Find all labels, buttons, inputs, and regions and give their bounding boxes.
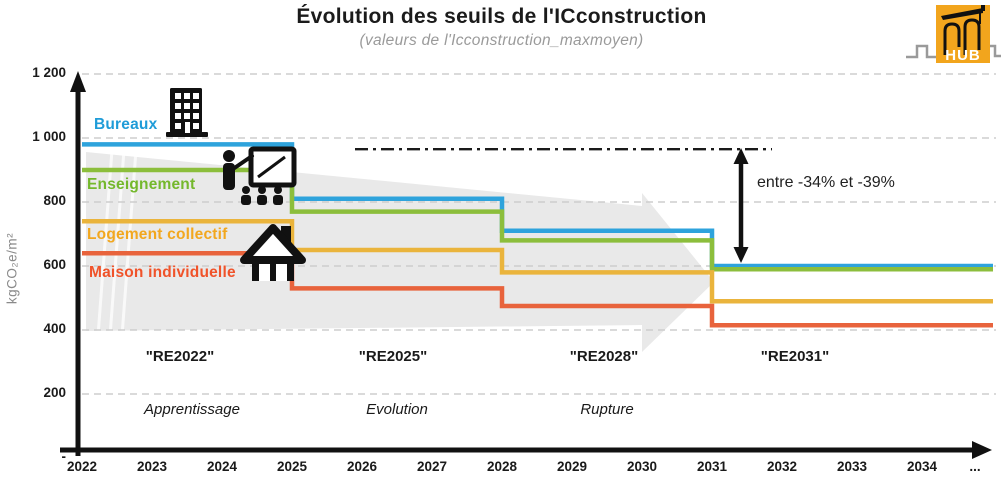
y-axis-arrowhead: [70, 71, 86, 92]
hub-logo: HUB: [906, 5, 1001, 64]
crane-tower-left: [943, 22, 961, 55]
crane-jib: [941, 8, 983, 20]
reduction-annotation: entre -34% et -39%: [757, 174, 895, 191]
office-building-icon: [166, 88, 208, 137]
series-line-logement-collectif: [82, 218, 993, 304]
chart-subtitle: (valeurs de l'Icconstruction_maxmoyen): [359, 32, 644, 49]
house-icon: [240, 224, 306, 281]
skyline-left: [906, 44, 936, 59]
logo-text: HUB: [945, 47, 981, 64]
crane-tower-right: [963, 18, 981, 55]
teacher-blackboard-icon: [223, 146, 297, 205]
x-axis-arrowhead: [972, 441, 992, 459]
chart-title: Évolution des seuils de l'ICconstruction: [296, 5, 707, 28]
